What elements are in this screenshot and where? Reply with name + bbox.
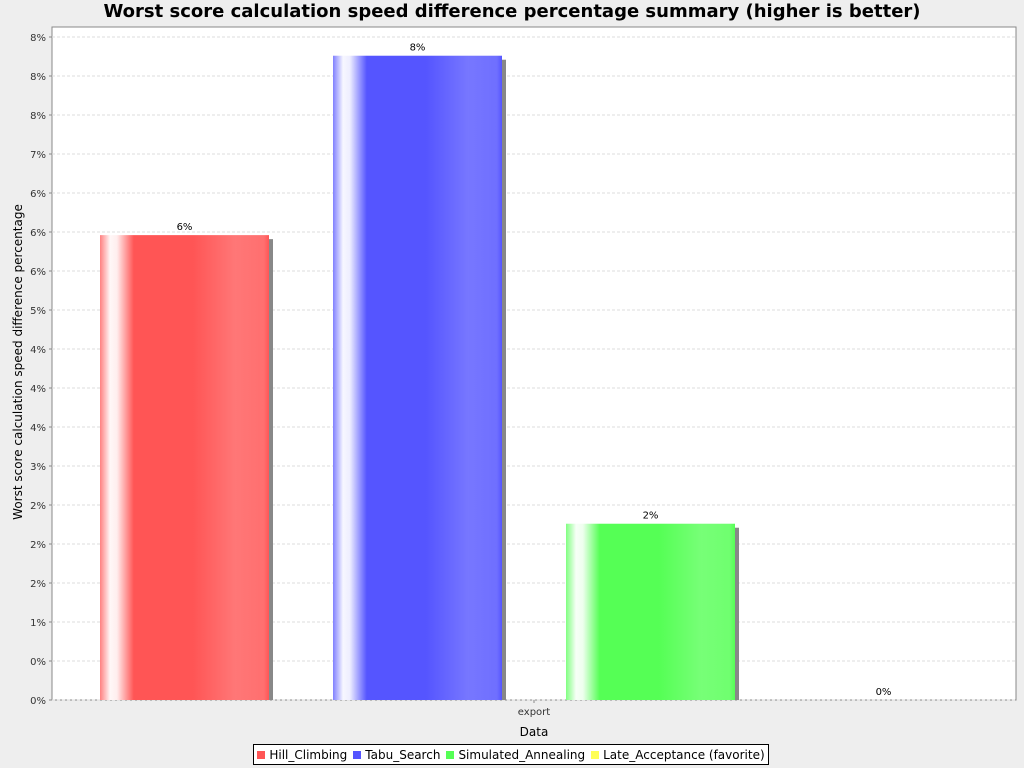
y-tick-label: 6%	[30, 267, 46, 278]
y-tick-label: 8%	[30, 111, 46, 122]
legend-label: Tabu_Search	[365, 747, 441, 762]
bar-tabu-search	[333, 55, 502, 701]
data-label: 8%	[410, 43, 426, 54]
y-tick-label: 3%	[30, 462, 46, 473]
legend-item: Tabu_Search	[353, 748, 440, 762]
legend-label: Simulated_Annealing	[458, 747, 586, 762]
bar-simulated-annealing	[566, 523, 735, 700]
legend-item: Hill_Climbing	[257, 748, 347, 762]
data-label: 2%	[643, 511, 659, 522]
data-label: 0%	[876, 687, 892, 698]
y-tick-label: 0%	[30, 657, 46, 668]
y-tick-label: 4%	[30, 423, 46, 434]
legend-label: Late_Acceptance (favorite)	[603, 747, 765, 762]
bar-hill-climbing	[100, 235, 269, 700]
legend-swatch	[446, 750, 455, 759]
y-tick-label: 7%	[30, 150, 46, 161]
legend-label: Hill_Climbing	[269, 747, 348, 762]
x-axis-label: Data	[519, 725, 549, 739]
y-tick-label: 8%	[30, 33, 46, 44]
chart-legend: Hill_Climbing Tabu_Search Simulated_Anneal…	[253, 744, 769, 765]
legend-swatch	[257, 750, 266, 759]
legend-item: Simulated_Annealing	[446, 748, 585, 762]
y-tick-label: 2%	[30, 579, 46, 590]
y-tick-label: 0%	[30, 696, 46, 707]
y-tick-label: 5%	[30, 306, 46, 317]
chart-title: Worst score calculation speed difference…	[103, 1, 921, 22]
y-tick-label: 6%	[30, 189, 46, 200]
y-tick-label: 1%	[30, 618, 46, 629]
y-tick-label: 8%	[30, 72, 46, 83]
y-tick-label: 4%	[30, 345, 46, 356]
y-tick-label: 6%	[30, 228, 46, 239]
data-label: 6%	[177, 222, 193, 233]
legend-item: Late_Acceptance (favorite)	[591, 748, 765, 762]
y-tick-label: 2%	[30, 501, 46, 512]
legend-swatch	[591, 750, 600, 759]
legend-swatch	[353, 750, 362, 759]
y-tick-label: 2%	[30, 540, 46, 551]
x-tick-label: export	[518, 707, 550, 718]
y-tick-label: 4%	[30, 384, 46, 395]
